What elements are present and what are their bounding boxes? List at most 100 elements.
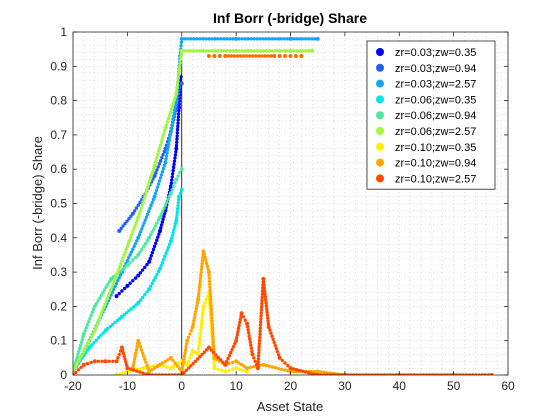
data-point [179,187,184,192]
data-point [260,54,264,58]
data-point [238,320,242,325]
data-point [150,250,155,255]
data-point [221,360,225,364]
data-point [489,373,494,375]
data-point [162,129,167,133]
x-tick-label: 20 [284,379,298,393]
data-point [76,368,81,372]
data-point [208,285,212,290]
data-point [115,270,120,275]
data-point [139,348,144,352]
data-point [167,194,172,198]
data-point [152,244,157,249]
data-point [207,279,212,283]
data-point [234,366,239,371]
data-point [194,306,198,311]
data-point [107,291,112,295]
data-point [216,49,220,53]
data-point [173,95,178,99]
data-point [266,319,270,323]
legend-entry: zr=0.10;zw=0.35 [376,142,476,154]
data-point [204,258,208,263]
data-point [179,55,183,59]
data-point [169,107,174,112]
data-point [141,224,145,228]
data-point [161,364,166,368]
data-point [209,310,214,314]
data-point [358,373,362,375]
data-point [134,221,138,225]
data-point [195,357,200,361]
data-point [94,325,98,330]
data-point [241,368,246,373]
data-point [178,64,182,68]
series-6 [73,48,315,374]
data-point [138,345,143,349]
data-point [157,179,162,183]
data-point [167,373,171,375]
data-point [148,257,152,261]
data-point [257,54,261,58]
data-point [256,363,260,367]
data-point [252,49,256,53]
data-point [191,322,195,326]
legend-box [366,40,496,190]
data-point [196,349,201,354]
data-point [173,224,177,229]
data-point [248,365,252,370]
data-point [269,331,273,335]
data-point [170,373,174,375]
legend-label: zr=0.06;zw=2.57 [395,126,476,138]
data-point [177,70,181,75]
data-point [109,288,113,292]
data-point [141,354,146,358]
data-point [212,366,217,371]
data-point [104,299,108,304]
data-point [160,220,165,224]
data-point [165,120,170,124]
data-point [130,233,134,237]
legend-label: zr=0.06;zw=0.35 [395,94,476,106]
data-point [288,48,293,53]
y-tick-label: 0.1 [50,334,67,348]
data-point [464,373,469,375]
data-point [191,361,195,366]
data-point [205,264,210,268]
data-point [282,368,287,372]
data-point [155,185,160,189]
data-point [157,162,162,166]
data-point [117,276,121,280]
data-point [118,265,122,269]
data-point [92,340,96,345]
data-point [186,359,191,363]
data-point [189,364,193,368]
data-point [83,329,87,333]
data-point [107,280,112,284]
legend-marker [376,79,384,88]
data-point [122,253,126,257]
data-point [160,137,164,142]
data-point [149,253,153,258]
data-point [346,373,350,375]
data-point [196,294,201,299]
data-point [167,242,172,246]
data-point [301,49,305,53]
data-point [117,352,121,357]
data-point [153,241,158,245]
data-point [99,293,103,298]
data-point [291,37,296,41]
data-point [174,177,179,182]
data-point [186,49,190,53]
data-point [125,263,130,268]
data-point [138,230,143,234]
data-point [241,314,246,319]
data-point [136,273,141,278]
data-point [237,37,241,41]
data-point [255,366,260,371]
data-point [145,262,149,267]
data-point [96,359,101,363]
data-point [266,322,271,326]
data-point [159,263,163,268]
data-point [273,49,278,53]
data-point [256,360,260,364]
